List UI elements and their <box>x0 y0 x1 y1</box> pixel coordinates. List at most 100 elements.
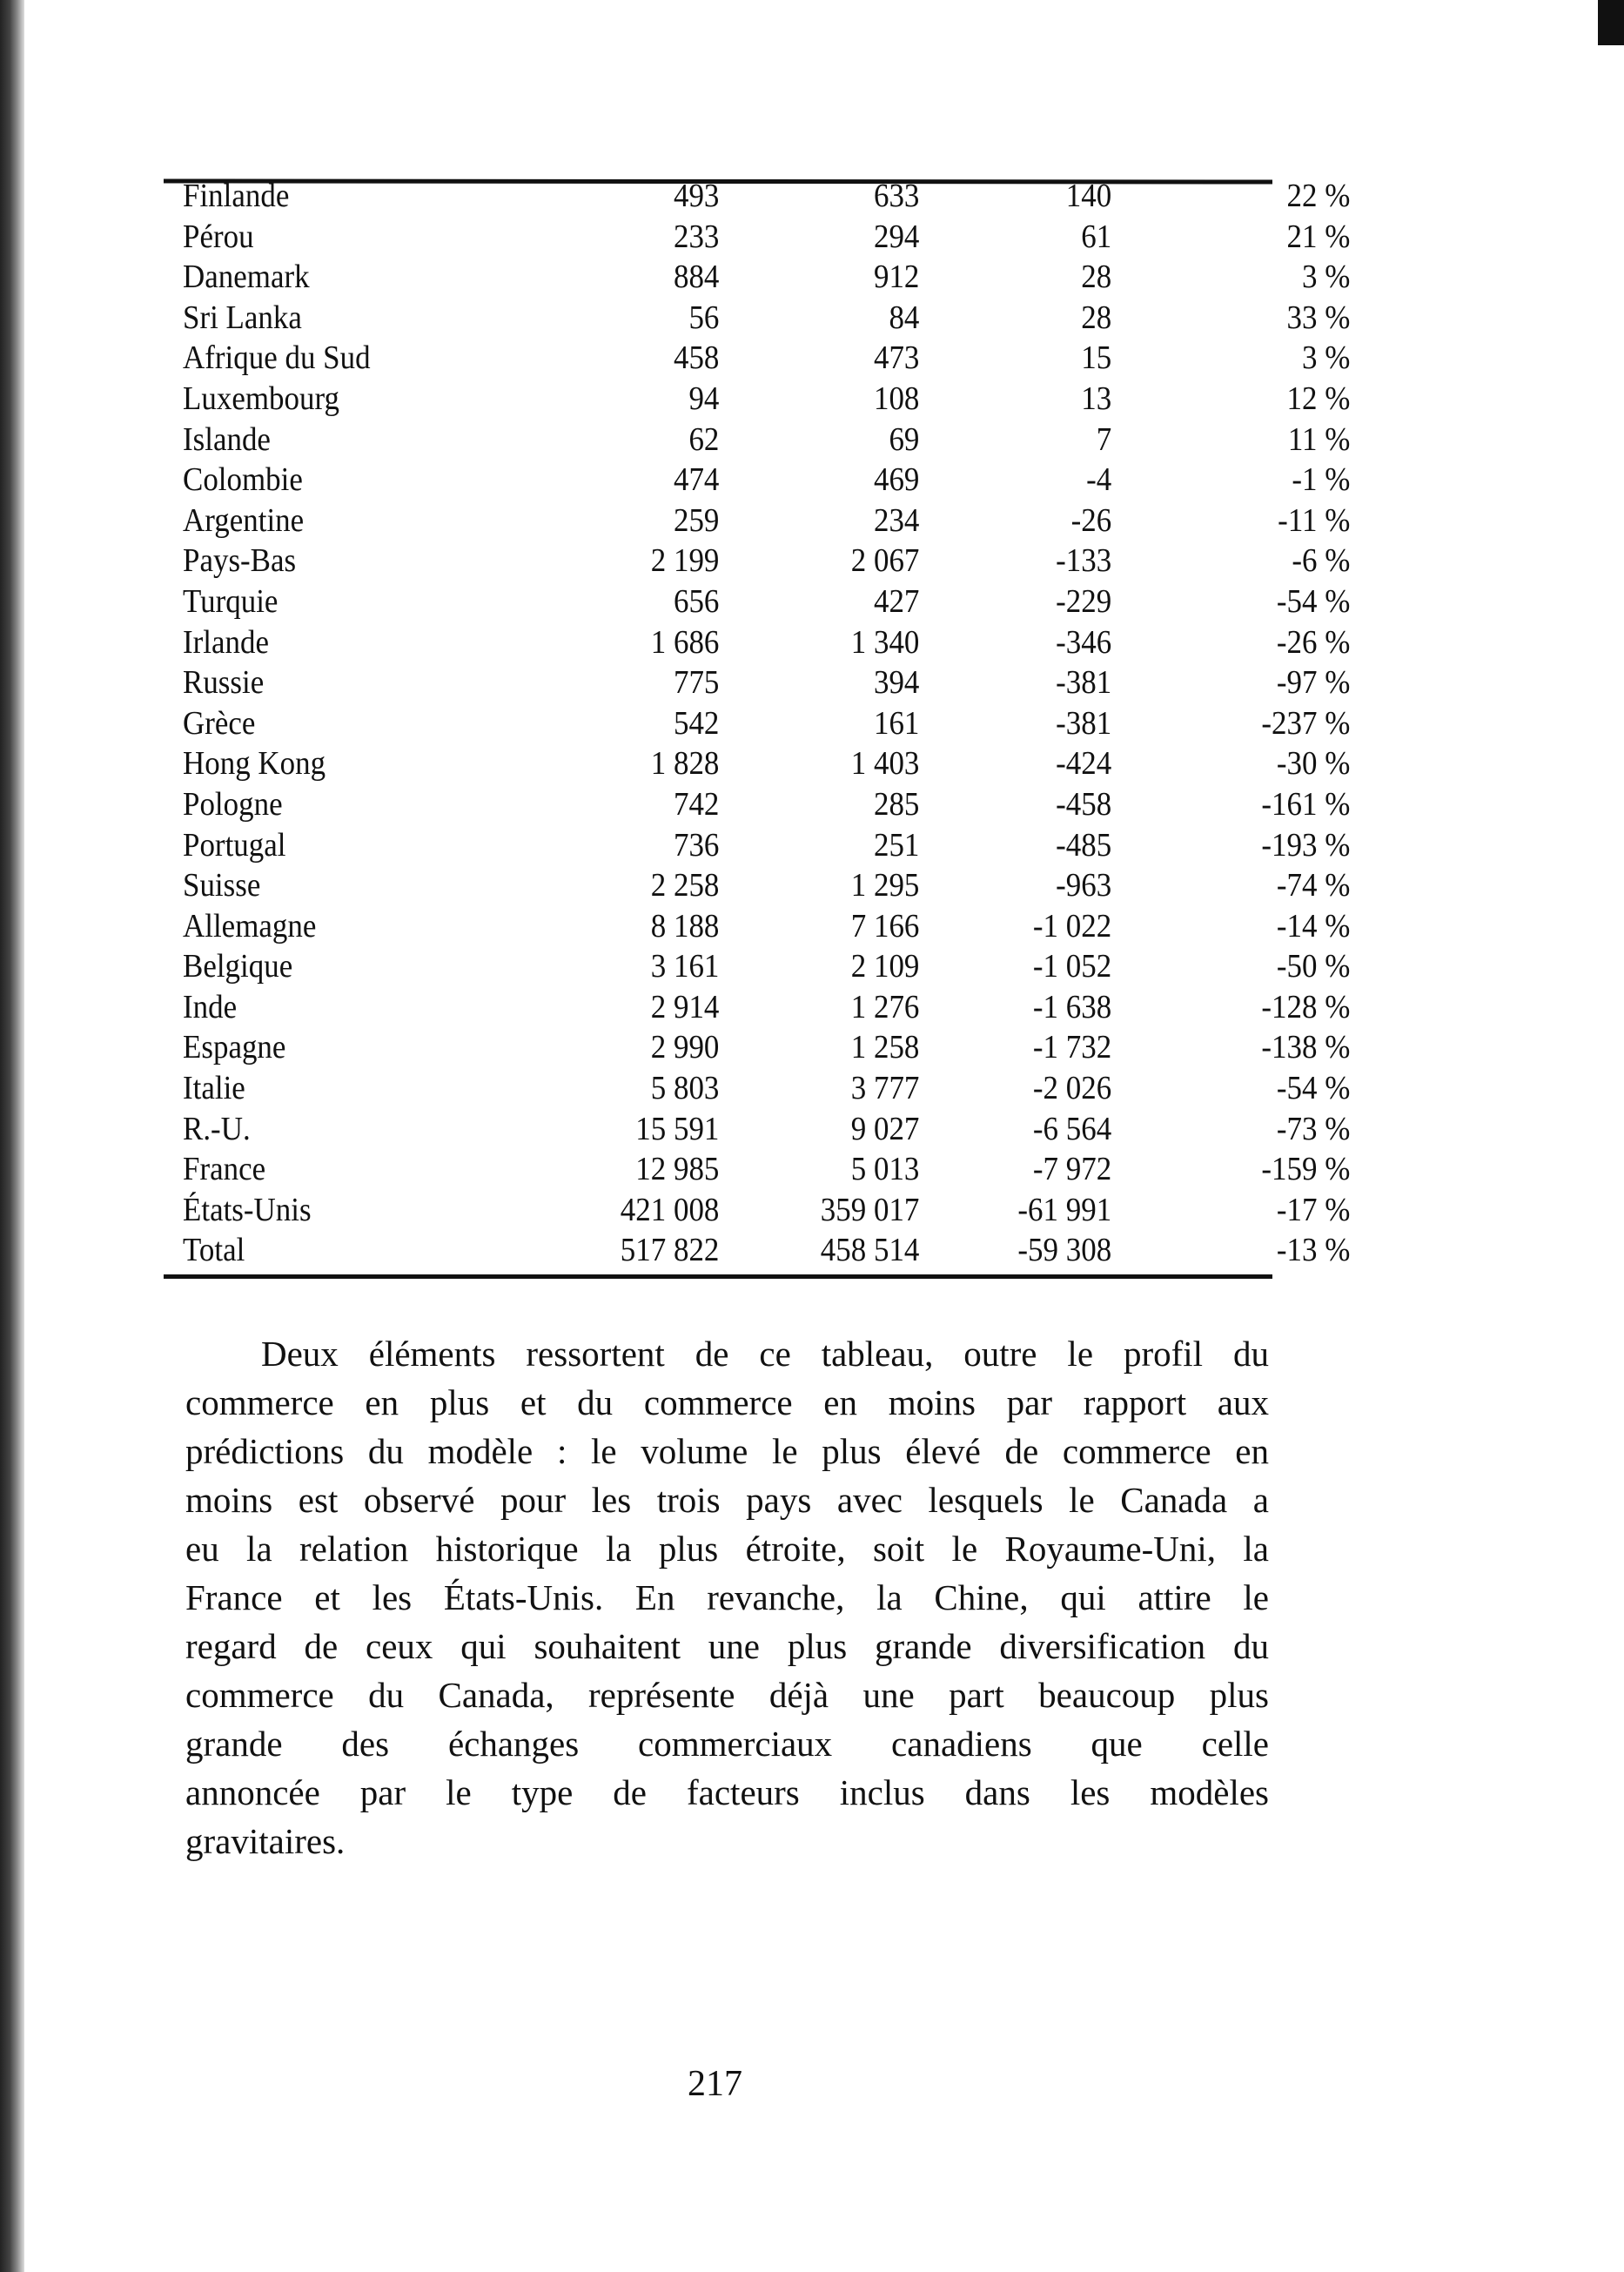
table-row: Luxembourg 94 108 13 12 % <box>183 379 1350 420</box>
value-cell: 69 <box>889 420 920 458</box>
value-cell: -128 % <box>1261 988 1351 1025</box>
value-cell: 22 % <box>1286 178 1351 214</box>
value-cell: 12 % <box>1286 380 1351 417</box>
value-cell: 427 <box>873 582 920 620</box>
value-cell: 33 % <box>1286 299 1351 336</box>
value-cell: -1 732 <box>1032 1029 1112 1066</box>
table-row: Argentine 259 234 -26 -11 % <box>183 501 1350 541</box>
value-cell: -97 % <box>1276 664 1351 702</box>
value-cell: 61 <box>1081 218 1112 255</box>
value-cell: -61 991 <box>1017 1191 1112 1228</box>
value-cell: -1 638 <box>1032 988 1112 1025</box>
value-cell: -50 % <box>1276 948 1351 985</box>
value-cell: 542 <box>673 704 720 742</box>
value-cell: 11 % <box>1287 420 1351 458</box>
table-row: Islande 62 69 7 11 % <box>183 420 1350 460</box>
value-cell: 140 <box>1065 178 1112 214</box>
country-cell: Total <box>183 1232 245 1269</box>
body-paragraph: Deux éléments ressortent de ce tableau, … <box>185 1329 1269 1865</box>
table-row: Afrique du Sud 458 473 15 3 % <box>183 338 1350 379</box>
value-cell: 736 <box>673 826 720 864</box>
value-cell: 775 <box>673 664 720 702</box>
value-cell: 474 <box>673 461 720 499</box>
value-cell: -1 022 <box>1032 907 1112 944</box>
value-cell: 2 258 <box>650 867 720 904</box>
value-cell: 108 <box>873 380 920 417</box>
paragraph-line: eu la relation historique la plus étroit… <box>185 1529 1269 1569</box>
country-cell: Turquie <box>183 582 278 620</box>
value-cell: 234 <box>873 501 920 539</box>
country-cell: Pays-Bas <box>183 542 297 580</box>
value-cell: -17 % <box>1276 1191 1351 1228</box>
country-cell: R.-U. <box>183 1110 251 1147</box>
table-row: Inde 2 914 1 276 -1 638 -128 % <box>183 987 1350 1028</box>
table-row: Grèce 542 161 -381 -237 % <box>183 703 1350 744</box>
value-cell: 5 013 <box>850 1151 920 1188</box>
table-row: Italie 5 803 3 777 -2 026 -54 % <box>183 1068 1350 1109</box>
country-cell: Islande <box>183 420 271 458</box>
country-cell: Sri Lanka <box>183 299 302 336</box>
value-cell: 56 <box>688 299 720 336</box>
value-cell: 7 <box>1096 420 1112 458</box>
paragraph-line: France et les États-Unis. En revanche, l… <box>185 1577 1269 1617</box>
value-cell: 294 <box>873 218 920 255</box>
value-cell: 1 686 <box>650 623 720 661</box>
value-cell: 469 <box>873 461 920 499</box>
country-cell: Inde <box>183 988 238 1025</box>
value-cell: 2 067 <box>850 542 920 580</box>
value-cell: 633 <box>873 178 920 214</box>
country-cell: Pérou <box>183 218 254 255</box>
value-cell: 94 <box>688 380 720 417</box>
value-cell: 884 <box>673 259 720 296</box>
table-row: R.-U. 15 591 9 027 -6 564 -73 % <box>183 1109 1350 1150</box>
value-cell: 517 822 <box>620 1232 720 1269</box>
country-cell: Allemagne <box>183 907 317 944</box>
value-cell: -13 % <box>1276 1232 1351 1269</box>
paragraph-line: annoncée par le type de facteurs inclus … <box>185 1772 1269 1812</box>
table-row: Pérou 233 294 61 21 % <box>183 217 1350 258</box>
country-cell: États-Unis <box>183 1191 312 1228</box>
value-cell: -381 <box>1056 664 1112 702</box>
table-row: Pays-Bas 2 199 2 067 -133 -6 % <box>183 541 1350 581</box>
value-cell: 2 199 <box>650 542 720 580</box>
value-cell: -1 % <box>1292 461 1351 499</box>
table-row: Suisse 2 258 1 295 -963 -74 % <box>183 865 1350 906</box>
country-cell: Colombie <box>183 461 303 499</box>
country-cell: Suisse <box>183 867 261 904</box>
country-cell: Finlande <box>183 178 290 214</box>
value-cell: 12 985 <box>635 1151 720 1188</box>
paragraph-line: gravitaires. <box>185 1821 346 1861</box>
value-cell: -74 % <box>1276 867 1351 904</box>
value-cell: 233 <box>673 218 720 255</box>
value-cell: -7 972 <box>1032 1151 1112 1188</box>
value-cell: 1 828 <box>650 745 720 783</box>
value-cell: 7 166 <box>850 907 920 944</box>
value-cell: -26 % <box>1276 623 1351 661</box>
table-row: Irlande 1 686 1 340 -346 -26 % <box>183 622 1350 663</box>
value-cell: 3 % <box>1302 259 1351 296</box>
value-cell: 1 295 <box>850 867 920 904</box>
value-cell: 1 403 <box>850 745 920 783</box>
country-cell: Luxembourg <box>183 380 339 417</box>
value-cell: -346 <box>1056 623 1112 661</box>
table-row: Hong Kong 1 828 1 403 -424 -30 % <box>183 743 1350 784</box>
value-cell: -4 <box>1086 461 1112 499</box>
table-row: Danemark 884 912 28 3 % <box>183 257 1350 298</box>
value-cell: 62 <box>688 420 720 458</box>
value-cell: 28 <box>1081 259 1112 296</box>
table-row: Espagne 2 990 1 258 -1 732 -138 % <box>183 1027 1350 1068</box>
country-cell: Irlande <box>183 623 270 661</box>
table-bottom-rule <box>164 1274 1272 1279</box>
table-row: Allemagne 8 188 7 166 -1 022 -14 % <box>183 906 1350 947</box>
value-cell: 359 017 <box>820 1191 920 1228</box>
value-cell: 493 <box>673 178 720 214</box>
value-cell: 1 340 <box>850 623 920 661</box>
value-cell: -133 <box>1056 542 1112 580</box>
value-cell: -14 % <box>1276 907 1351 944</box>
value-cell: 394 <box>873 664 920 702</box>
value-cell: 8 188 <box>650 907 720 944</box>
table-row: États-Unis 421 008 359 017 -61 991 -17 % <box>183 1190 1350 1231</box>
value-cell: -161 % <box>1261 785 1351 823</box>
value-cell: -424 <box>1056 745 1112 783</box>
scan-corner-shadow <box>1598 0 1624 45</box>
